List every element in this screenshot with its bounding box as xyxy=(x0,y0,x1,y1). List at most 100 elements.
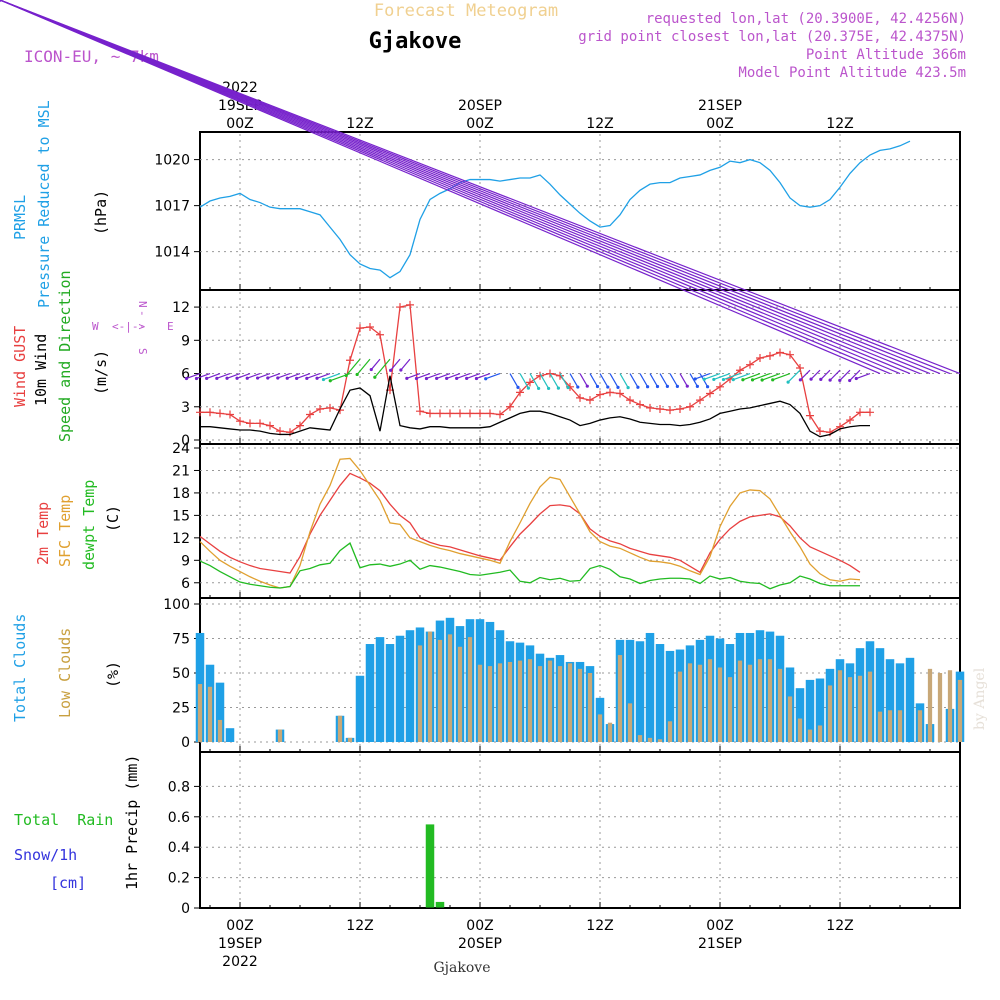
low-cloud-bar xyxy=(487,666,493,742)
wind-barb xyxy=(306,372,321,379)
wind-barb xyxy=(0,0,911,375)
wind-barb-head xyxy=(750,378,755,382)
wind-barb xyxy=(0,0,901,375)
wind-barb xyxy=(829,369,841,381)
y-tick-label: 1017 xyxy=(154,199,190,215)
low-cloud-bar xyxy=(617,655,623,742)
wind-barb xyxy=(799,369,811,381)
gust-marker xyxy=(586,396,594,405)
gust-marker xyxy=(226,410,234,419)
wind-barb xyxy=(569,373,579,388)
gust-marker xyxy=(346,356,354,365)
wind-barb xyxy=(619,373,629,388)
dewpt-label: dewpt Temp xyxy=(80,480,98,570)
time-label: 00Z xyxy=(466,918,493,934)
wind-10m-label: 10m Wind xyxy=(32,334,50,406)
gust-marker xyxy=(276,427,284,436)
low-cloud-bar xyxy=(507,661,513,742)
wind-barb xyxy=(733,372,751,381)
low-cloud-bar xyxy=(807,729,813,742)
gust-marker xyxy=(736,366,744,375)
low-cloud-bar xyxy=(947,670,953,742)
gust-marker xyxy=(846,416,854,425)
compass-east: E xyxy=(167,320,174,333)
low-cloud-bar xyxy=(707,659,713,742)
gust-marker xyxy=(456,409,464,418)
wind-barb-head xyxy=(465,376,469,380)
gust-marker xyxy=(576,393,584,402)
gust-marker xyxy=(426,409,434,418)
total-cloud-bar xyxy=(885,659,895,742)
low-cloud-bar xyxy=(217,719,223,742)
wind-barb xyxy=(689,373,698,387)
y-tick-label: 12 xyxy=(172,300,190,316)
wind-barb xyxy=(649,373,659,387)
wind-barb-head xyxy=(695,384,700,388)
low-cloud-bar xyxy=(467,637,473,742)
wind-barb-head xyxy=(276,376,280,380)
wind-barb xyxy=(226,372,241,379)
wind-barb xyxy=(589,373,599,387)
total-cloud-bar xyxy=(635,641,645,742)
wind-barb xyxy=(669,373,678,387)
y-tick-label: 50 xyxy=(172,666,190,682)
gust-marker xyxy=(496,410,504,419)
station-title: Gjakove xyxy=(369,29,462,54)
requested-coords: requested lon,lat (20.3900E, 42.4256N) xyxy=(646,11,966,27)
wind-barb xyxy=(820,369,831,380)
low-cloud-bar xyxy=(517,660,523,742)
low-cloud-bar xyxy=(667,721,673,742)
time-label: 20SEP xyxy=(458,98,502,114)
low-cloud-bar xyxy=(477,664,483,742)
y-tick-label: 15 xyxy=(172,508,190,524)
gust-marker xyxy=(256,419,264,428)
y-tick-label: 12 xyxy=(172,531,190,547)
wind-barb xyxy=(519,373,529,389)
wind-barb xyxy=(810,369,821,380)
wind-barb-head xyxy=(585,384,589,388)
wind-barb-head xyxy=(435,376,439,380)
low-cloud-bar xyxy=(577,668,583,742)
wind-barb-head xyxy=(702,377,706,381)
wind-barb xyxy=(752,372,771,381)
wind-barb-head xyxy=(373,375,377,379)
snow-unit-label: [cm] xyxy=(50,874,86,892)
wind-barb xyxy=(456,372,471,379)
wind-barb-head xyxy=(809,377,813,381)
low-cloud-bar xyxy=(597,714,603,742)
wind-barb xyxy=(277,372,291,379)
wind-barb-head xyxy=(369,367,373,372)
wind-barb-head xyxy=(731,378,735,382)
gust-marker xyxy=(856,408,864,417)
gust-marker xyxy=(476,409,484,418)
gust-marker xyxy=(686,402,694,411)
low-cloud-bar xyxy=(347,737,353,742)
wind-barb xyxy=(787,369,801,383)
low-cloud-bar xyxy=(687,663,693,742)
total-cloud-bar xyxy=(385,644,395,742)
wind-barb-head xyxy=(215,376,219,380)
tsfc-label: SFC Temp xyxy=(56,495,74,567)
wind-barb xyxy=(742,372,761,381)
wind-barb-head xyxy=(616,385,620,389)
gust-marker xyxy=(196,408,204,417)
low-cloud-bar xyxy=(817,725,823,742)
gust-marker xyxy=(366,323,374,332)
rain-bar xyxy=(425,824,435,908)
wind-barb-head xyxy=(636,385,640,389)
compass-west: W xyxy=(92,320,99,333)
wind-barb-head xyxy=(255,376,260,380)
wind-barb xyxy=(323,372,341,381)
low-cloud-bar xyxy=(877,711,883,742)
y-tick-label: 9 xyxy=(181,553,190,569)
precip-labels: Total Rain Snow/1h [cm] 1hr Precip (mm) xyxy=(14,755,141,892)
wind-barb xyxy=(0,0,881,375)
low-cloud-bar xyxy=(747,664,753,742)
wind-barb-head xyxy=(693,377,697,381)
low-cloud-bar xyxy=(697,664,703,742)
wind-barb xyxy=(761,372,781,381)
total-cloud-bar xyxy=(355,675,365,742)
wind-barb-head xyxy=(315,376,319,380)
series-line-0 xyxy=(199,140,911,279)
gust-marker xyxy=(376,330,384,339)
